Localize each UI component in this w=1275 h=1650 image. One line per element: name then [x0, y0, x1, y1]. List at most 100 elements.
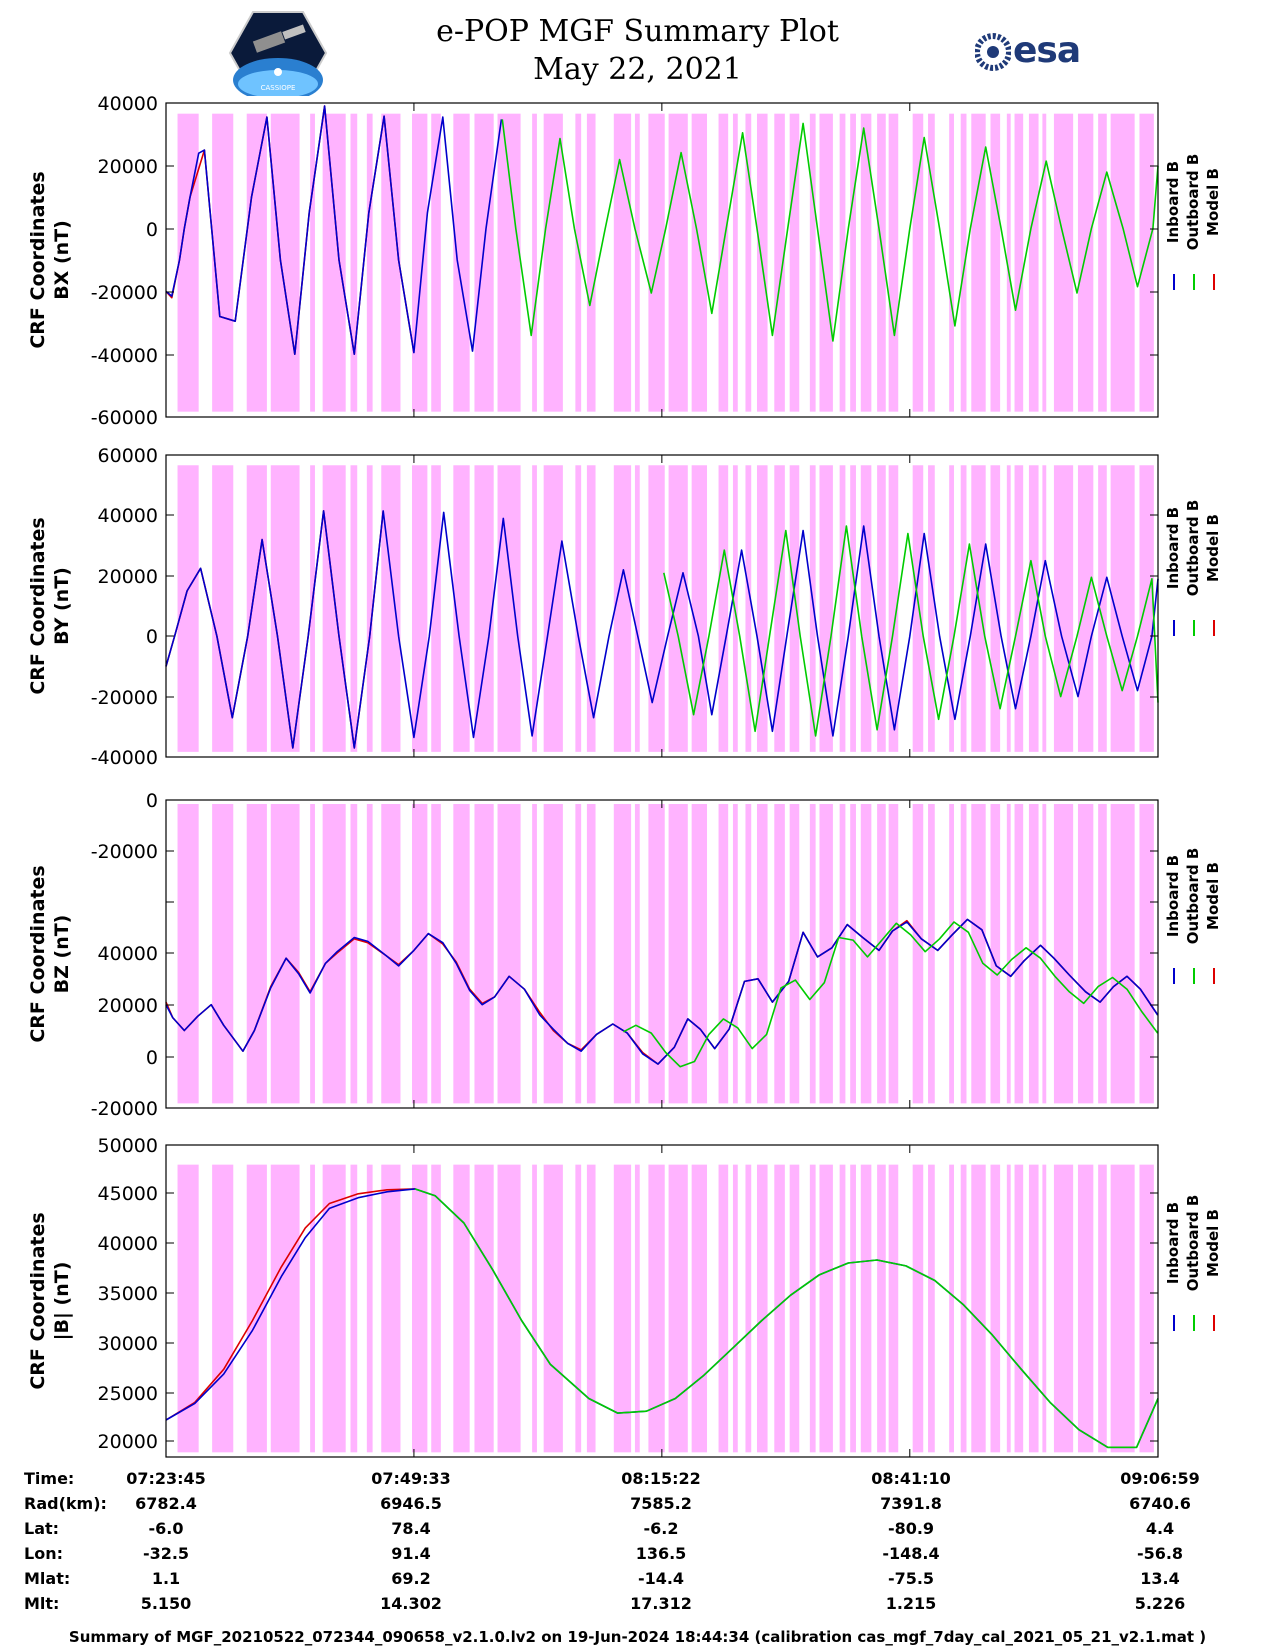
- shade-band: [497, 1164, 521, 1453]
- shade-band: [366, 1164, 373, 1453]
- y-tick-label: 0: [146, 626, 158, 648]
- shade-band: [912, 804, 924, 1104]
- ephemeris-value: -32.5: [143, 1544, 189, 1563]
- shade-band: [381, 113, 401, 412]
- shade-band: [718, 113, 729, 412]
- shade-band: [1053, 465, 1074, 752]
- shade-band: [575, 113, 582, 412]
- shade-band: [877, 804, 886, 1104]
- legend-label: Outboard B: [1184, 154, 1202, 251]
- cassiope-logo: CASSIOPE: [228, 10, 328, 102]
- shade-band: [732, 804, 738, 1104]
- ephemeris-value: -6.0: [149, 1519, 184, 1538]
- shade-band: [1006, 465, 1011, 752]
- shade-band: [745, 804, 752, 1104]
- series-inboard-b: [165, 105, 503, 356]
- shade-band: [431, 1164, 441, 1453]
- ephemeris-value: -14.4: [638, 1569, 684, 1588]
- shade-band: [1077, 113, 1094, 412]
- y-tick-label: -40000: [91, 747, 158, 769]
- shade-band: [246, 804, 267, 1104]
- shade-band: [990, 465, 1001, 752]
- esa-logo: esa: [974, 30, 1095, 76]
- shade-band: [212, 465, 234, 752]
- shade-band: [1042, 804, 1047, 1104]
- ephemeris-value: 13.4: [1140, 1569, 1179, 1588]
- panel-1: 40000 20000 0 -20000 -40000 -60000 CRF Coordin…: [27, 93, 1222, 429]
- shade-band: [888, 1164, 899, 1453]
- ephemeris-value: 6946.5: [380, 1494, 442, 1513]
- ephemeris-row-label: Rad(km):: [24, 1494, 107, 1513]
- y-axis-label: BX (nT): [51, 220, 73, 300]
- shade-band: [474, 113, 494, 412]
- y-tick-label: 0: [146, 790, 158, 812]
- y-tick-label: 40000: [98, 1233, 158, 1255]
- shade-band: [532, 465, 537, 752]
- shade-band: [809, 465, 816, 752]
- footer-caption: Summary of MGF_20210522_072344_090658_v2…: [68, 1628, 1207, 1646]
- y-axis-label: CRF Coordinates: [27, 171, 49, 348]
- shade-band: [586, 1164, 596, 1453]
- ephemeris-value: 69.2: [391, 1569, 430, 1588]
- shade-band: [412, 465, 428, 752]
- legend: Inboard B Outboard B Model B: [1164, 1195, 1222, 1331]
- shade-band: [774, 804, 785, 1104]
- shade-band: [971, 113, 986, 412]
- shade-band: [732, 1164, 738, 1453]
- shade-band: [809, 113, 816, 412]
- ephemeris-value: 07:49:33: [371, 1469, 451, 1488]
- ephemeris-row-label: Lon:: [24, 1544, 63, 1563]
- series-inboard-b: [165, 918, 1159, 1065]
- shade-band: [912, 1164, 924, 1453]
- shade-band: [431, 804, 441, 1104]
- shade-band: [990, 804, 1001, 1104]
- shade-band: [1014, 465, 1024, 752]
- legend-label: Inboard B: [1164, 507, 1182, 589]
- legend-label: Outboard B: [1184, 1195, 1202, 1292]
- shade-band: [928, 465, 935, 752]
- shade-band: [350, 804, 358, 1104]
- ephemeris-value: 78.4: [391, 1519, 430, 1538]
- shade-band: [1028, 113, 1039, 412]
- y-tick-label: 40000: [98, 505, 158, 527]
- shade-band: [850, 1164, 856, 1453]
- ephemeris-value: 07:23:45: [126, 1469, 206, 1488]
- y-axis-label: CRF Coordinates: [27, 1212, 49, 1389]
- ephemeris-value: -148.4: [882, 1544, 939, 1563]
- y-tick-label: 20000: [98, 1431, 158, 1453]
- shade-band: [1077, 804, 1094, 1104]
- shade-band: [1139, 113, 1154, 412]
- shade-band: [543, 804, 563, 1104]
- shade-band: [246, 465, 267, 752]
- shade-band: [310, 113, 315, 412]
- shade-band: [613, 113, 632, 412]
- shade-band: [1042, 113, 1047, 412]
- ephemeris-value: 14.302: [380, 1594, 442, 1613]
- y-axis-label: |B| (nT): [51, 1262, 73, 1341]
- shade-band: [1098, 113, 1107, 412]
- shade-band: [613, 465, 632, 752]
- shade-band: [774, 465, 785, 752]
- shade-band: [668, 465, 688, 752]
- shade-band: [381, 1164, 401, 1453]
- shade-band: [634, 1164, 640, 1453]
- y-tick-label: 20000: [98, 156, 158, 178]
- legend: Inboard B Outboard B Model B: [1164, 154, 1222, 290]
- shade-band: [928, 804, 935, 1104]
- series-outboard-b: [414, 1188, 1159, 1449]
- esa-emblem-icon: [974, 33, 1012, 71]
- shade-band: [960, 113, 967, 412]
- shade-band: [990, 1164, 1001, 1453]
- series-outboard-b: [663, 525, 1159, 737]
- ephemeris-row-label: Time:: [24, 1469, 74, 1488]
- shade-band: [850, 465, 856, 752]
- shade-band: [453, 1164, 470, 1453]
- shade-band: [270, 113, 300, 412]
- shade-band: [543, 1164, 563, 1453]
- shade-band: [888, 113, 899, 412]
- shade-band: [212, 113, 234, 412]
- shade-band: [877, 113, 886, 412]
- shade-band: [381, 804, 401, 1104]
- legend-label: Outboard B: [1184, 500, 1202, 597]
- shade-band: [1098, 465, 1107, 752]
